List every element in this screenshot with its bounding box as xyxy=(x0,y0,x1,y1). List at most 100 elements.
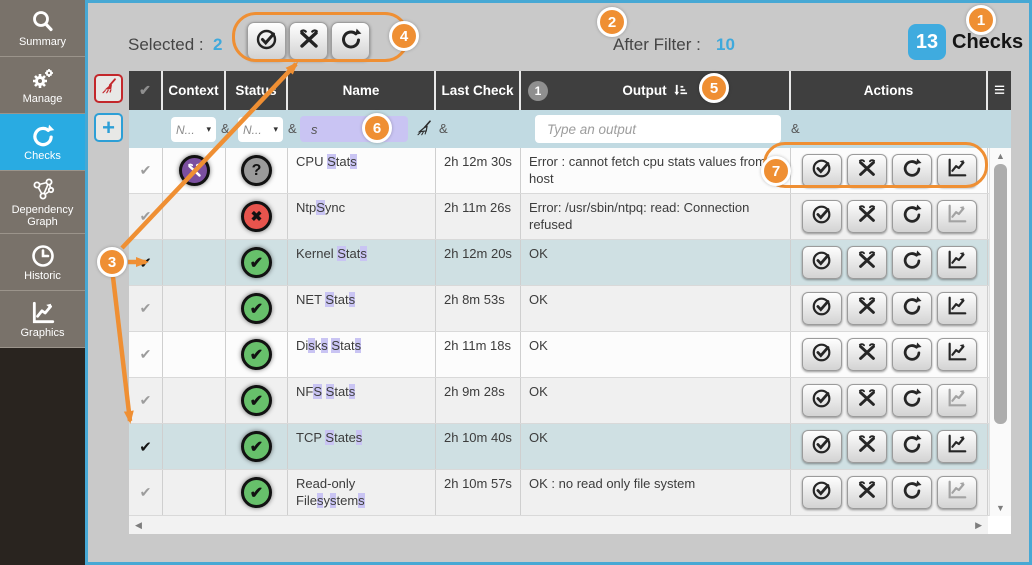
select-all-header[interactable]: ✔ xyxy=(129,71,163,110)
recheck-button[interactable] xyxy=(891,200,932,233)
row-select-check[interactable]: ✔ xyxy=(139,392,152,408)
status-filter-value: N... xyxy=(243,122,262,137)
caret-down-icon: ▾ xyxy=(206,124,211,134)
check-name: Disks Stats xyxy=(288,332,436,377)
vertical-scrollbar-thumb[interactable] xyxy=(994,164,1007,424)
scroll-up-icon[interactable]: ▲ xyxy=(996,151,1005,161)
recheck-button[interactable] xyxy=(891,430,932,463)
column-header-status[interactable]: Status xyxy=(226,71,288,110)
acknowledge-button[interactable] xyxy=(801,430,842,463)
table-row[interactable]: ✔ ✔ TCP States 2h 10m 40s OK xyxy=(129,424,1011,470)
name-filter-input[interactable] xyxy=(300,116,408,142)
tools-button[interactable] xyxy=(846,154,887,187)
sidebar-item-summary[interactable]: Summary xyxy=(0,0,85,57)
tools-button[interactable] xyxy=(846,384,887,417)
last-check-value: 2h 11m 26s xyxy=(436,194,521,239)
acknowledge-button[interactable] xyxy=(801,384,842,417)
row-select-check[interactable]: ✔ xyxy=(139,162,152,178)
output-value: OK xyxy=(521,240,791,285)
table-row[interactable]: ✔ ✔ NFS Stats 2h 9m 28s OK xyxy=(129,378,1011,424)
table-row[interactable]: ✔ ✔ Read-only Filesystems 2h 10m 57s OK : no… xyxy=(129,470,1011,516)
output-filter-input[interactable] xyxy=(535,115,781,143)
tools-button[interactable] xyxy=(846,430,887,463)
status-ok-icon: ✔ xyxy=(241,477,272,508)
context-filter-dropdown[interactable]: N... ▾ xyxy=(171,117,216,142)
status-filter-dropdown[interactable]: N... ▾ xyxy=(238,117,283,142)
graph-button[interactable] xyxy=(936,246,977,279)
column-header-actions[interactable]: Actions xyxy=(791,71,988,110)
column-header-output[interactable]: 1 Output xyxy=(521,71,791,110)
graph-button[interactable] xyxy=(936,338,977,371)
recheck-button[interactable] xyxy=(891,338,932,371)
graph-button[interactable] xyxy=(936,476,977,509)
recheck-button[interactable] xyxy=(891,384,932,417)
tools-button[interactable] xyxy=(846,200,887,233)
vertical-scrollbar[interactable]: ▲ ▼ xyxy=(989,148,1011,516)
sidebar-item-dependency-graph[interactable]: Dependency Graph xyxy=(0,171,85,234)
table-menu-button[interactable]: ≡ xyxy=(988,71,1011,110)
clear-all-filters-button[interactable] xyxy=(94,74,123,103)
acknowledge-icon xyxy=(811,341,833,368)
graph-button[interactable] xyxy=(936,292,977,325)
tools-button[interactable] xyxy=(846,476,887,509)
column-header-name[interactable]: Name xyxy=(288,71,436,110)
row-select-check[interactable]: ✔ xyxy=(139,346,152,362)
recheck-button[interactable] xyxy=(891,246,932,279)
sidebar-item-historic[interactable]: Historic xyxy=(0,234,85,291)
row-select-check[interactable]: ✔ xyxy=(139,484,152,500)
recheck-icon xyxy=(901,341,923,368)
sidebar-item-checks[interactable]: Checks xyxy=(0,114,85,171)
context-cell xyxy=(163,470,226,515)
acknowledge-button[interactable] xyxy=(801,292,842,325)
row-select-check[interactable]: ✔ xyxy=(139,300,152,316)
recheck-button[interactable] xyxy=(891,154,932,187)
acknowledge-button[interactable] xyxy=(801,154,842,187)
table-row[interactable]: ✔ ✖ NtpSync 2h 11m 26s Error: /usr/sbin/ntpq… xyxy=(129,194,1011,240)
row-select-check[interactable]: ✔ xyxy=(139,208,152,224)
acknowledge-button[interactable] xyxy=(801,200,842,233)
row-select-check[interactable]: ✔ xyxy=(139,438,152,456)
scroll-right-icon[interactable]: ▶ xyxy=(975,520,982,530)
horizontal-scrollbar[interactable]: ◀ ▶ xyxy=(129,516,988,534)
graph-icon xyxy=(946,203,968,230)
column-header-last-check[interactable]: Last Check xyxy=(436,71,521,110)
column-header-context[interactable]: Context xyxy=(163,71,226,110)
tools-button[interactable] xyxy=(846,338,887,371)
after-filter-count: 10 xyxy=(716,35,735,54)
recheck-button[interactable] xyxy=(891,476,932,509)
bulk-recheck-button[interactable] xyxy=(331,22,370,60)
check-icon: ✔ xyxy=(139,82,151,98)
recheck-button[interactable] xyxy=(891,292,932,325)
clear-name-filter-icon[interactable] xyxy=(415,119,433,142)
scroll-down-icon[interactable]: ▼ xyxy=(996,503,1005,513)
table-row[interactable]: ✔ ✔ Kernel Stats 2h 12m 20s OK xyxy=(129,240,1011,286)
status-cell: ✔ xyxy=(226,240,288,285)
table-row[interactable]: ✔ ✔ NET Stats 2h 8m 53s OK xyxy=(129,286,1011,332)
acknowledge-button[interactable] xyxy=(801,476,842,509)
table-row[interactable]: ✔? CPU Stats 2h 12m 30s Error : cannot fetc… xyxy=(129,148,1011,194)
graph-button[interactable] xyxy=(936,430,977,463)
scroll-left-icon[interactable]: ◀ xyxy=(135,520,142,530)
bulk-tools-button[interactable] xyxy=(289,22,328,60)
check-name: Kernel Stats xyxy=(288,240,436,285)
tools-button[interactable] xyxy=(846,292,887,325)
graph-icon xyxy=(946,249,968,276)
sort-descending-icon[interactable] xyxy=(673,83,688,98)
add-check-button[interactable]: + xyxy=(94,113,123,142)
graph-button[interactable] xyxy=(936,384,977,417)
tools-button[interactable] xyxy=(846,246,887,279)
sidebar-item-graphics[interactable]: Graphics xyxy=(0,291,85,348)
graph-button[interactable] xyxy=(936,154,977,187)
graph-button[interactable] xyxy=(936,200,977,233)
status-cell: ✔ xyxy=(226,424,288,469)
acknowledge-button[interactable] xyxy=(801,246,842,279)
row-select-check[interactable]: ✔ xyxy=(139,254,152,272)
tools-icon xyxy=(856,249,878,276)
sidebar-item-label: Dependency Graph xyxy=(11,203,74,228)
table-row[interactable]: ✔ ✔ Disks Stats 2h 11m 18s OK xyxy=(129,332,1011,378)
output-value: OK xyxy=(521,424,791,469)
bulk-acknowledge-button[interactable] xyxy=(247,22,286,60)
check-name: Read-only Filesystems xyxy=(288,470,436,515)
sidebar-item-manage[interactable]: Manage xyxy=(0,57,85,114)
acknowledge-button[interactable] xyxy=(801,338,842,371)
